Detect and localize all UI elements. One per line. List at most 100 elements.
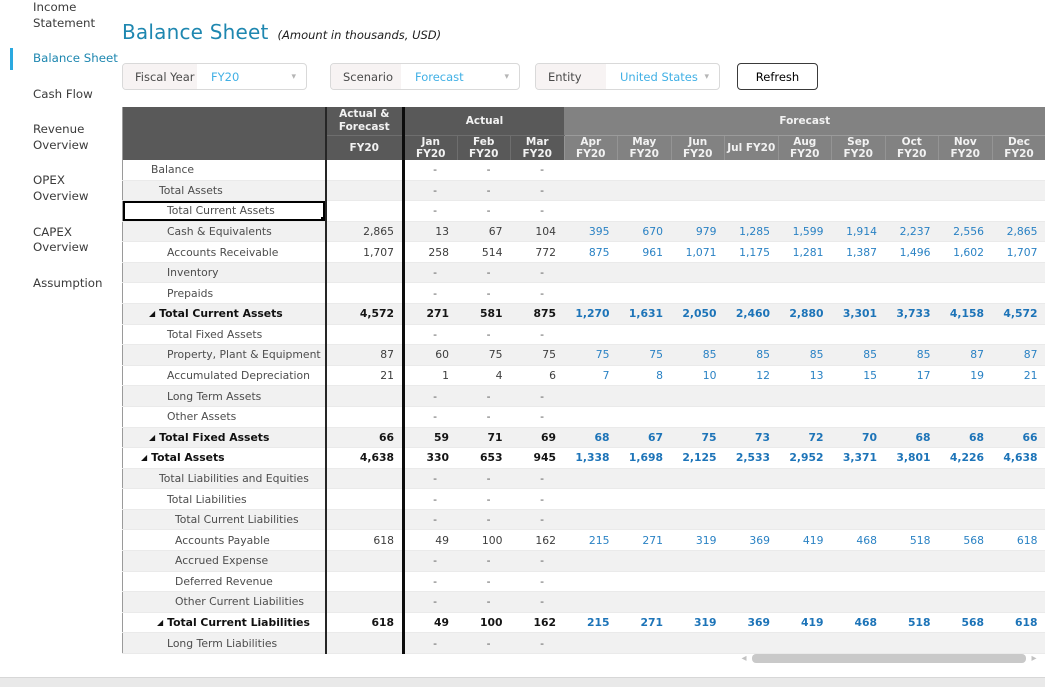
forecast-value-cell[interactable] <box>831 509 885 531</box>
fy20-value-cell[interactable] <box>325 282 405 305</box>
forecast-value-cell[interactable]: 85 <box>778 344 832 366</box>
fy20-value-cell[interactable] <box>325 406 405 428</box>
forecast-value-cell[interactable] <box>724 324 778 346</box>
row-label-cell[interactable]: Cash & Equivalents <box>122 221 327 243</box>
forecast-value-cell[interactable] <box>992 591 1045 613</box>
actual-value-cell[interactable]: - <box>457 571 511 593</box>
fy20-value-cell[interactable] <box>325 262 405 284</box>
fiscal-year-filter[interactable]: Fiscal Year FY20 ▾ <box>122 63 307 90</box>
row-label-cell[interactable]: Prepaids <box>122 282 327 305</box>
actual-value-cell[interactable]: 162 <box>510 612 564 634</box>
forecast-value-cell[interactable] <box>564 262 618 284</box>
forecast-value-cell[interactable]: 4,638 <box>992 447 1045 469</box>
forecast-value-cell[interactable] <box>671 159 725 181</box>
actual-value-cell[interactable]: - <box>403 324 457 346</box>
actual-value-cell[interactable]: - <box>403 550 457 572</box>
sidebar-item-cash-flow[interactable]: Cash Flow <box>0 87 120 103</box>
actual-value-cell[interactable]: 330 <box>403 447 457 469</box>
forecast-value-cell[interactable] <box>671 509 725 531</box>
forecast-value-cell[interactable]: 1,599 <box>778 221 832 243</box>
fy20-value-cell[interactable]: 4,572 <box>325 303 405 325</box>
actual-value-cell[interactable]: 13 <box>403 221 457 243</box>
actual-value-cell[interactable]: - <box>510 159 564 181</box>
forecast-value-cell[interactable] <box>724 385 778 407</box>
sidebar-item-income-statement[interactable]: Income Statement <box>0 0 120 31</box>
actual-value-cell[interactable]: - <box>403 571 457 593</box>
sidebar-item-capex-overview[interactable]: CAPEX Overview <box>0 225 120 256</box>
forecast-value-cell[interactable] <box>724 550 778 572</box>
actual-value-cell[interactable]: - <box>457 324 511 346</box>
actual-value-cell[interactable]: 4 <box>457 365 511 387</box>
actual-value-cell[interactable]: 162 <box>510 529 564 551</box>
forecast-value-cell[interactable]: 1,387 <box>831 241 885 263</box>
actual-value-cell[interactable]: 69 <box>510 427 564 449</box>
forecast-value-cell[interactable] <box>564 571 618 593</box>
forecast-value-cell[interactable] <box>671 200 725 222</box>
row-label-cell[interactable]: Long Term Liabilities <box>122 632 327 654</box>
actual-value-cell[interactable]: 581 <box>457 303 511 325</box>
forecast-value-cell[interactable] <box>885 406 939 428</box>
actual-value-cell[interactable]: - <box>403 632 457 654</box>
forecast-value-cell[interactable] <box>778 550 832 572</box>
forecast-value-cell[interactable]: 369 <box>724 529 778 551</box>
forecast-value-cell[interactable]: 4,226 <box>938 447 992 469</box>
forecast-value-cell[interactable]: 2,237 <box>885 221 939 243</box>
forecast-value-cell[interactable]: 2,952 <box>778 447 832 469</box>
forecast-value-cell[interactable] <box>831 468 885 490</box>
actual-value-cell[interactable]: - <box>510 488 564 510</box>
forecast-value-cell[interactable] <box>617 571 671 593</box>
forecast-value-cell[interactable]: 2,050 <box>671 303 725 325</box>
scroll-left-icon[interactable]: ◂ <box>741 652 747 664</box>
forecast-value-cell[interactable] <box>564 550 618 572</box>
forecast-value-cell[interactable] <box>938 385 992 407</box>
forecast-value-cell[interactable]: 2,865 <box>992 221 1045 243</box>
forecast-value-cell[interactable] <box>724 632 778 654</box>
actual-value-cell[interactable]: - <box>457 509 511 531</box>
forecast-value-cell[interactable] <box>831 324 885 346</box>
actual-value-cell[interactable]: 67 <box>457 221 511 243</box>
forecast-value-cell[interactable] <box>778 159 832 181</box>
forecast-value-cell[interactable] <box>938 509 992 531</box>
actual-value-cell[interactable]: - <box>457 591 511 613</box>
forecast-value-cell[interactable]: 979 <box>671 221 725 243</box>
forecast-value-cell[interactable] <box>938 468 992 490</box>
forecast-value-cell[interactable]: 518 <box>885 612 939 634</box>
forecast-value-cell[interactable] <box>992 262 1045 284</box>
forecast-value-cell[interactable] <box>938 180 992 202</box>
forecast-value-cell[interactable] <box>671 324 725 346</box>
actual-value-cell[interactable]: 514 <box>457 241 511 263</box>
forecast-value-cell[interactable] <box>564 509 618 531</box>
forecast-value-cell[interactable]: 568 <box>938 529 992 551</box>
forecast-value-cell[interactable] <box>938 262 992 284</box>
actual-value-cell[interactable]: - <box>510 509 564 531</box>
forecast-value-cell[interactable] <box>885 488 939 510</box>
forecast-value-cell[interactable] <box>671 282 725 305</box>
forecast-value-cell[interactable] <box>938 571 992 593</box>
row-label-cell[interactable]: Accumulated Depreciation <box>122 365 327 387</box>
forecast-value-cell[interactable] <box>617 632 671 654</box>
forecast-value-cell[interactable]: 10 <box>671 365 725 387</box>
actual-value-cell[interactable]: - <box>457 262 511 284</box>
forecast-value-cell[interactable] <box>617 180 671 202</box>
fy20-value-cell[interactable] <box>325 509 405 531</box>
sidebar-item-balance-sheet[interactable]: Balance Sheet <box>0 48 120 70</box>
actual-value-cell[interactable]: 49 <box>403 529 457 551</box>
forecast-value-cell[interactable] <box>724 509 778 531</box>
scenario-filter[interactable]: Scenario Forecast ▾ <box>330 63 520 90</box>
forecast-value-cell[interactable] <box>938 591 992 613</box>
forecast-value-cell[interactable]: 2,125 <box>671 447 725 469</box>
fy20-value-cell[interactable] <box>325 468 405 490</box>
forecast-value-cell[interactable] <box>885 571 939 593</box>
forecast-value-cell[interactable] <box>724 180 778 202</box>
actual-value-cell[interactable]: - <box>403 262 457 284</box>
fy20-value-cell[interactable]: 618 <box>325 612 405 634</box>
row-label-cell[interactable]: Other Current Liabilities <box>122 591 327 613</box>
fy20-value-cell[interactable] <box>325 591 405 613</box>
forecast-value-cell[interactable] <box>671 591 725 613</box>
forecast-value-cell[interactable] <box>885 468 939 490</box>
forecast-value-cell[interactable]: 468 <box>831 529 885 551</box>
actual-value-cell[interactable]: - <box>403 282 457 305</box>
forecast-value-cell[interactable]: 1,281 <box>778 241 832 263</box>
actual-value-cell[interactable]: 100 <box>457 529 511 551</box>
forecast-value-cell[interactable]: 12 <box>724 365 778 387</box>
